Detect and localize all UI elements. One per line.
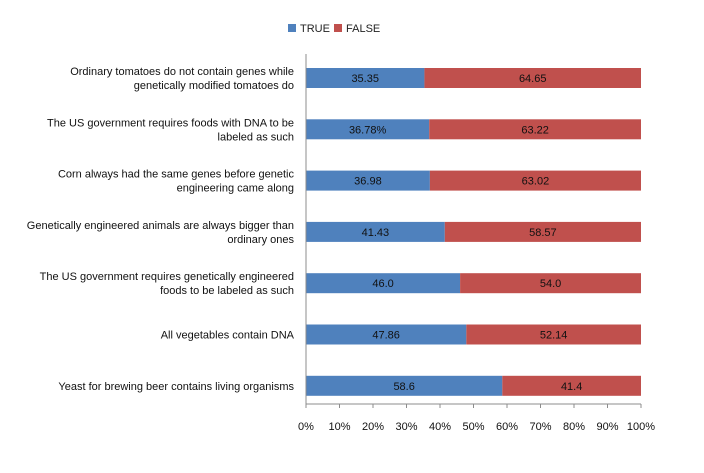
category-label-1-line-1: labeled as such	[218, 131, 294, 143]
data-label-false-5: 52.14	[540, 330, 568, 342]
bar-false-1	[429, 119, 641, 140]
bar-false-4	[460, 273, 641, 294]
bar-true-1	[306, 119, 430, 140]
legend-label-false: FALSE	[346, 23, 380, 35]
category-label-2-line-1: engineering came along	[177, 183, 294, 195]
bar-false-5	[466, 324, 641, 345]
bar-true-2	[306, 170, 430, 191]
bar-true-6	[306, 375, 503, 396]
category-label-1-line-0: The US government requires foods with DN…	[47, 117, 294, 129]
legend-swatch-true	[288, 24, 296, 32]
legend-label-true: TRUE	[300, 23, 330, 35]
data-label-false-1: 63.22	[521, 124, 549, 136]
data-label-true-0: 35.35	[351, 73, 379, 85]
x-tick-label-8: 80%	[563, 421, 585, 433]
x-tick-label-9: 90%	[596, 421, 618, 433]
x-tick-label-0: 0%	[298, 421, 314, 433]
category-label-4-line-1: foods to be labeled as such	[160, 285, 294, 297]
bar-true-0	[306, 68, 425, 88]
data-label-true-2: 36.98	[354, 176, 382, 188]
category-label-0-line-1: genetically modified tomatoes do	[134, 80, 294, 92]
x-tick-label-3: 30%	[395, 421, 417, 433]
bar-false-6	[502, 375, 641, 396]
data-label-true-1: 36.78%	[349, 124, 387, 136]
data-label-false-3: 58.57	[529, 227, 557, 239]
category-label-4-line-0: The US government requires genetically e…	[40, 271, 294, 283]
data-label-false-6: 41.4	[561, 381, 582, 393]
legend-swatch-false	[334, 24, 342, 32]
bar-true-5	[306, 324, 467, 345]
x-tick-label-7: 70%	[529, 421, 551, 433]
x-tick-label-1: 10%	[328, 421, 350, 433]
data-label-true-3: 41.43	[362, 227, 390, 239]
category-label-3-line-1: ordinary ones	[227, 234, 294, 246]
data-label-true-6: 58.6	[393, 381, 414, 393]
x-tick-label-4: 40%	[429, 421, 451, 433]
category-label-2-line-0: Corn always had the same genes before ge…	[58, 169, 295, 181]
data-label-true-5: 47.86	[372, 330, 400, 342]
bar-false-2	[429, 170, 641, 191]
bar-false-3	[444, 221, 641, 242]
x-tick-label-2: 20%	[362, 421, 384, 433]
data-label-true-4: 46.0	[372, 278, 393, 290]
x-tick-label-6: 60%	[496, 421, 518, 433]
bar-false-0	[424, 68, 641, 88]
bar-true-3	[306, 221, 445, 242]
category-label-5-line-0: All vegetables contain DNA	[161, 330, 295, 342]
data-label-false-4: 54.0	[540, 278, 561, 290]
x-tick-label-5: 50%	[462, 421, 484, 433]
data-label-false-0: 64.65	[519, 73, 547, 85]
category-label-0-line-0: Ordinary tomatoes do not contain genes w…	[70, 66, 294, 78]
data-label-false-2: 63.02	[522, 176, 550, 188]
category-label-3-line-0: Genetically engineered animals are alway…	[27, 220, 294, 232]
bar-true-4	[306, 273, 461, 294]
x-tick-label-10: 100%	[627, 421, 655, 433]
category-label-6-line-0: Yeast for brewing beer contains living o…	[58, 381, 294, 393]
